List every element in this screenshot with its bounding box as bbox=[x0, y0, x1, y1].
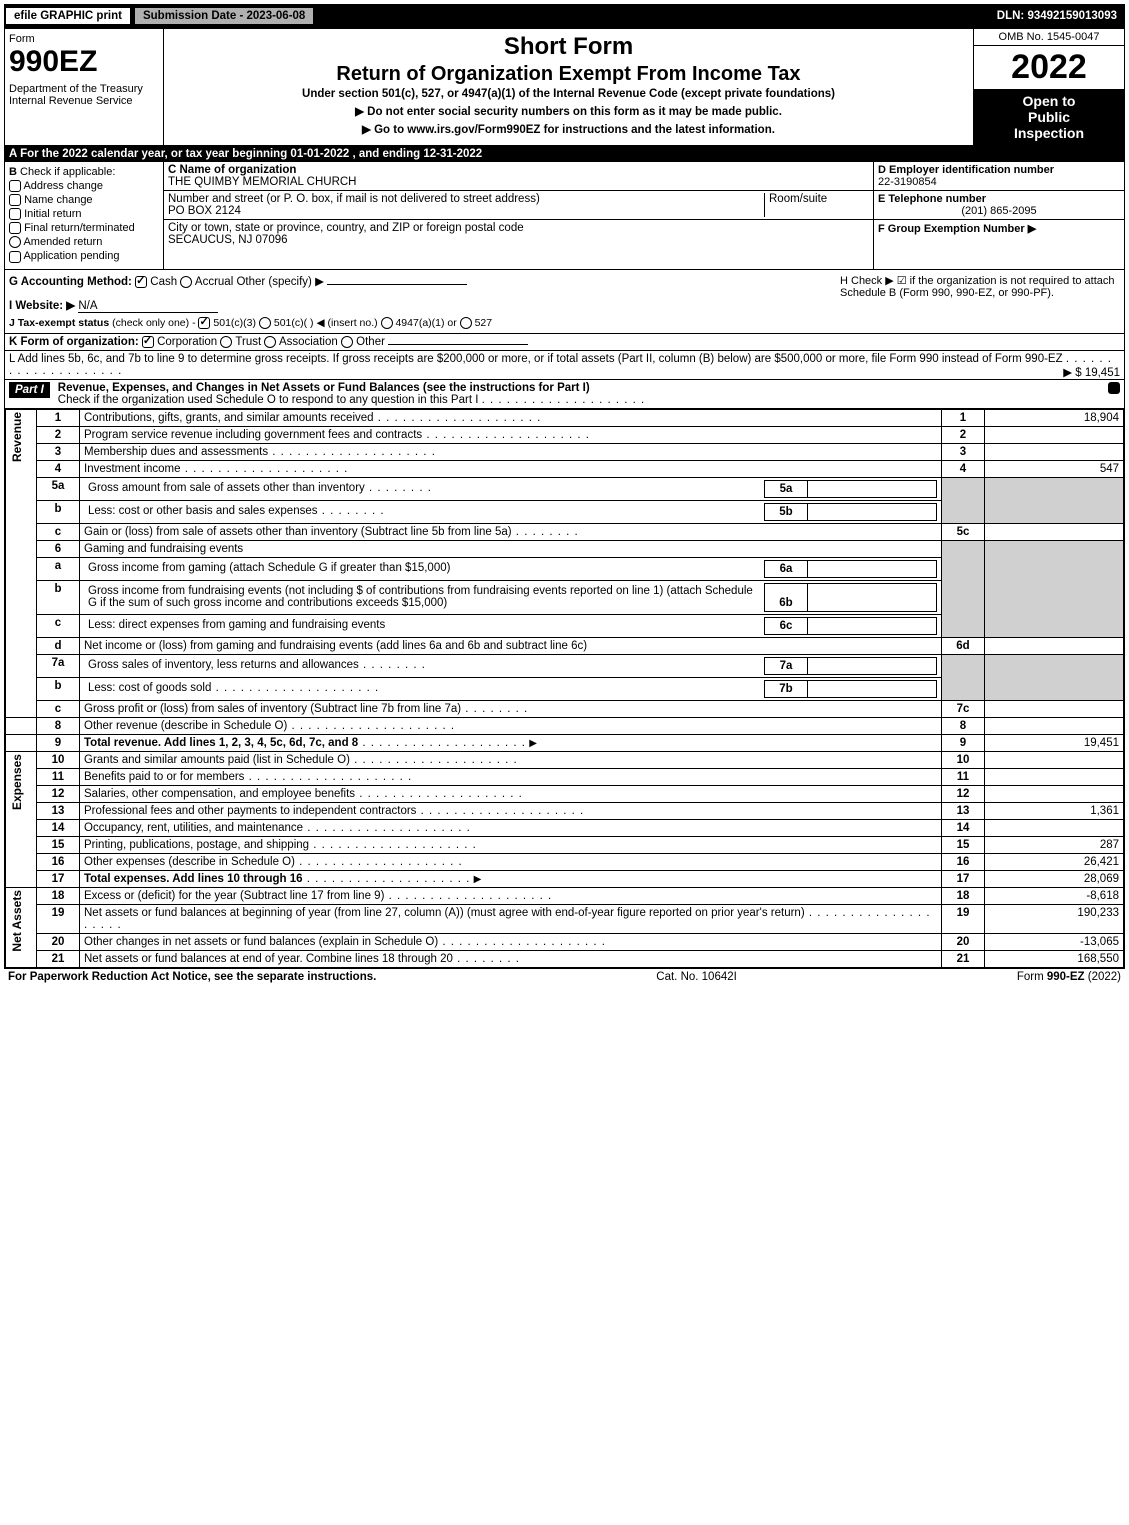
row-a-tax-year: A For the 2022 calendar year, or tax yea… bbox=[5, 146, 1124, 162]
ssn-warning: ▶ Do not enter social security numbers o… bbox=[168, 104, 969, 118]
final-return-checkbox[interactable] bbox=[9, 222, 21, 234]
form-number: 990EZ bbox=[9, 45, 159, 79]
inspection-badge: Open to Public Inspection bbox=[974, 89, 1124, 145]
row-h: H Check ▶ ☑ if the organization is not r… bbox=[840, 274, 1120, 329]
website: N/A bbox=[78, 300, 218, 313]
form-container: Form 990EZ Department of the Treasury In… bbox=[4, 28, 1125, 969]
line-4-amount: 547 bbox=[985, 460, 1124, 477]
cat-number: Cat. No. 10642I bbox=[376, 971, 1017, 983]
page-footer: For Paperwork Reduction Act Notice, see … bbox=[4, 969, 1125, 985]
omb-number: OMB No. 1545-0047 bbox=[974, 29, 1124, 46]
section-c: C Name of organization THE QUIMBY MEMORI… bbox=[164, 162, 873, 269]
assoc-checkbox[interactable] bbox=[264, 336, 276, 348]
line-15-amount: 287 bbox=[985, 836, 1124, 853]
subtitle: Under section 501(c), 527, or 4947(a)(1)… bbox=[168, 88, 969, 100]
527-checkbox[interactable] bbox=[460, 317, 472, 329]
return-title: Return of Organization Exempt From Incom… bbox=[168, 63, 969, 86]
section-d-e-f: D Employer identification number 22-3190… bbox=[873, 162, 1124, 269]
form-id-block: Form 990EZ Department of the Treasury In… bbox=[5, 29, 164, 145]
4947-checkbox[interactable] bbox=[381, 317, 393, 329]
revenue-table: Revenue 1 Contributions, gifts, grants, … bbox=[5, 409, 1124, 968]
part-i-header: Part I Revenue, Expenses, and Changes in… bbox=[5, 380, 1124, 409]
line-19-amount: 190,233 bbox=[985, 904, 1124, 933]
irs-link[interactable]: ▶ Go to www.irs.gov/Form990EZ for instru… bbox=[168, 122, 969, 136]
line-18-amount: -8,618 bbox=[985, 887, 1124, 904]
amended-return-checkbox[interactable] bbox=[9, 236, 21, 248]
trust-checkbox[interactable] bbox=[220, 336, 232, 348]
addr-change-checkbox[interactable] bbox=[9, 180, 21, 192]
gross-receipts: ▶ $ 19,451 bbox=[1063, 365, 1120, 379]
short-form-title: Short Form bbox=[168, 33, 969, 61]
top-bar: efile GRAPHIC print Submission Date - 20… bbox=[4, 4, 1125, 28]
other-org-input[interactable] bbox=[388, 344, 528, 345]
line-13-amount: 1,361 bbox=[985, 802, 1124, 819]
form-title-block: Short Form Return of Organization Exempt… bbox=[164, 29, 973, 145]
ein: 22-3190854 bbox=[878, 176, 937, 188]
section-b: B Check if applicable: Address change Na… bbox=[5, 162, 164, 269]
city-state-zip: SECAUCUS, NJ 07096 bbox=[168, 234, 288, 246]
name-change-checkbox[interactable] bbox=[9, 194, 21, 206]
section-b-c-d: B Check if applicable: Address change Na… bbox=[5, 162, 1124, 270]
form-word: Form bbox=[9, 33, 159, 45]
treasury-dept: Department of the Treasury Internal Reve… bbox=[9, 83, 159, 107]
row-l: L Add lines 5b, 6c, and 7b to line 9 to … bbox=[5, 351, 1124, 380]
line-1-amount: 18,904 bbox=[985, 409, 1124, 426]
form-ref: Form 990-EZ (2022) bbox=[1017, 971, 1121, 983]
line-20-amount: -13,065 bbox=[985, 933, 1124, 950]
line-16-amount: 26,421 bbox=[985, 853, 1124, 870]
line-17-total-expenses: 28,069 bbox=[985, 870, 1124, 887]
cash-checkbox[interactable] bbox=[135, 276, 147, 288]
line-21-amount: 168,550 bbox=[985, 950, 1124, 967]
accrual-checkbox[interactable] bbox=[180, 276, 192, 288]
row-k: K Form of organization: Corporation Trus… bbox=[5, 334, 1124, 351]
org-name: THE QUIMBY MEMORIAL CHURCH bbox=[168, 176, 357, 188]
group-exemption-label: F Group Exemption Number ▶ bbox=[878, 223, 1036, 235]
501c-checkbox[interactable] bbox=[259, 317, 271, 329]
corp-checkbox[interactable] bbox=[142, 336, 154, 348]
efile-print-button[interactable]: efile GRAPHIC print bbox=[6, 8, 130, 24]
expenses-side-label: Expenses bbox=[10, 754, 24, 810]
form-header: Form 990EZ Department of the Treasury In… bbox=[5, 29, 1124, 146]
accounting-other-input[interactable] bbox=[327, 284, 467, 285]
line-9-total-revenue: 19,451 bbox=[985, 734, 1124, 751]
net-assets-side-label: Net Assets bbox=[10, 890, 24, 952]
tax-year: 2022 bbox=[974, 46, 1124, 89]
row-g-h: G Accounting Method: Cash Accrual Other … bbox=[5, 270, 1124, 334]
app-pending-checkbox[interactable] bbox=[9, 251, 21, 263]
submission-date: Submission Date - 2023-06-08 bbox=[134, 7, 314, 25]
other-org-checkbox[interactable] bbox=[341, 336, 353, 348]
initial-return-checkbox[interactable] bbox=[9, 208, 21, 220]
dln-label: DLN: 93492159013093 bbox=[997, 10, 1125, 22]
paperwork-notice: For Paperwork Reduction Act Notice, see … bbox=[8, 971, 376, 983]
schedule-o-checkbox[interactable] bbox=[1108, 382, 1120, 394]
telephone: (201) 865-2095 bbox=[878, 205, 1120, 217]
street-address: PO BOX 2124 bbox=[168, 205, 241, 217]
revenue-side-label: Revenue bbox=[10, 412, 24, 462]
501c3-checkbox[interactable] bbox=[198, 317, 210, 329]
omb-year-block: OMB No. 1545-0047 2022 Open to Public In… bbox=[973, 29, 1124, 145]
